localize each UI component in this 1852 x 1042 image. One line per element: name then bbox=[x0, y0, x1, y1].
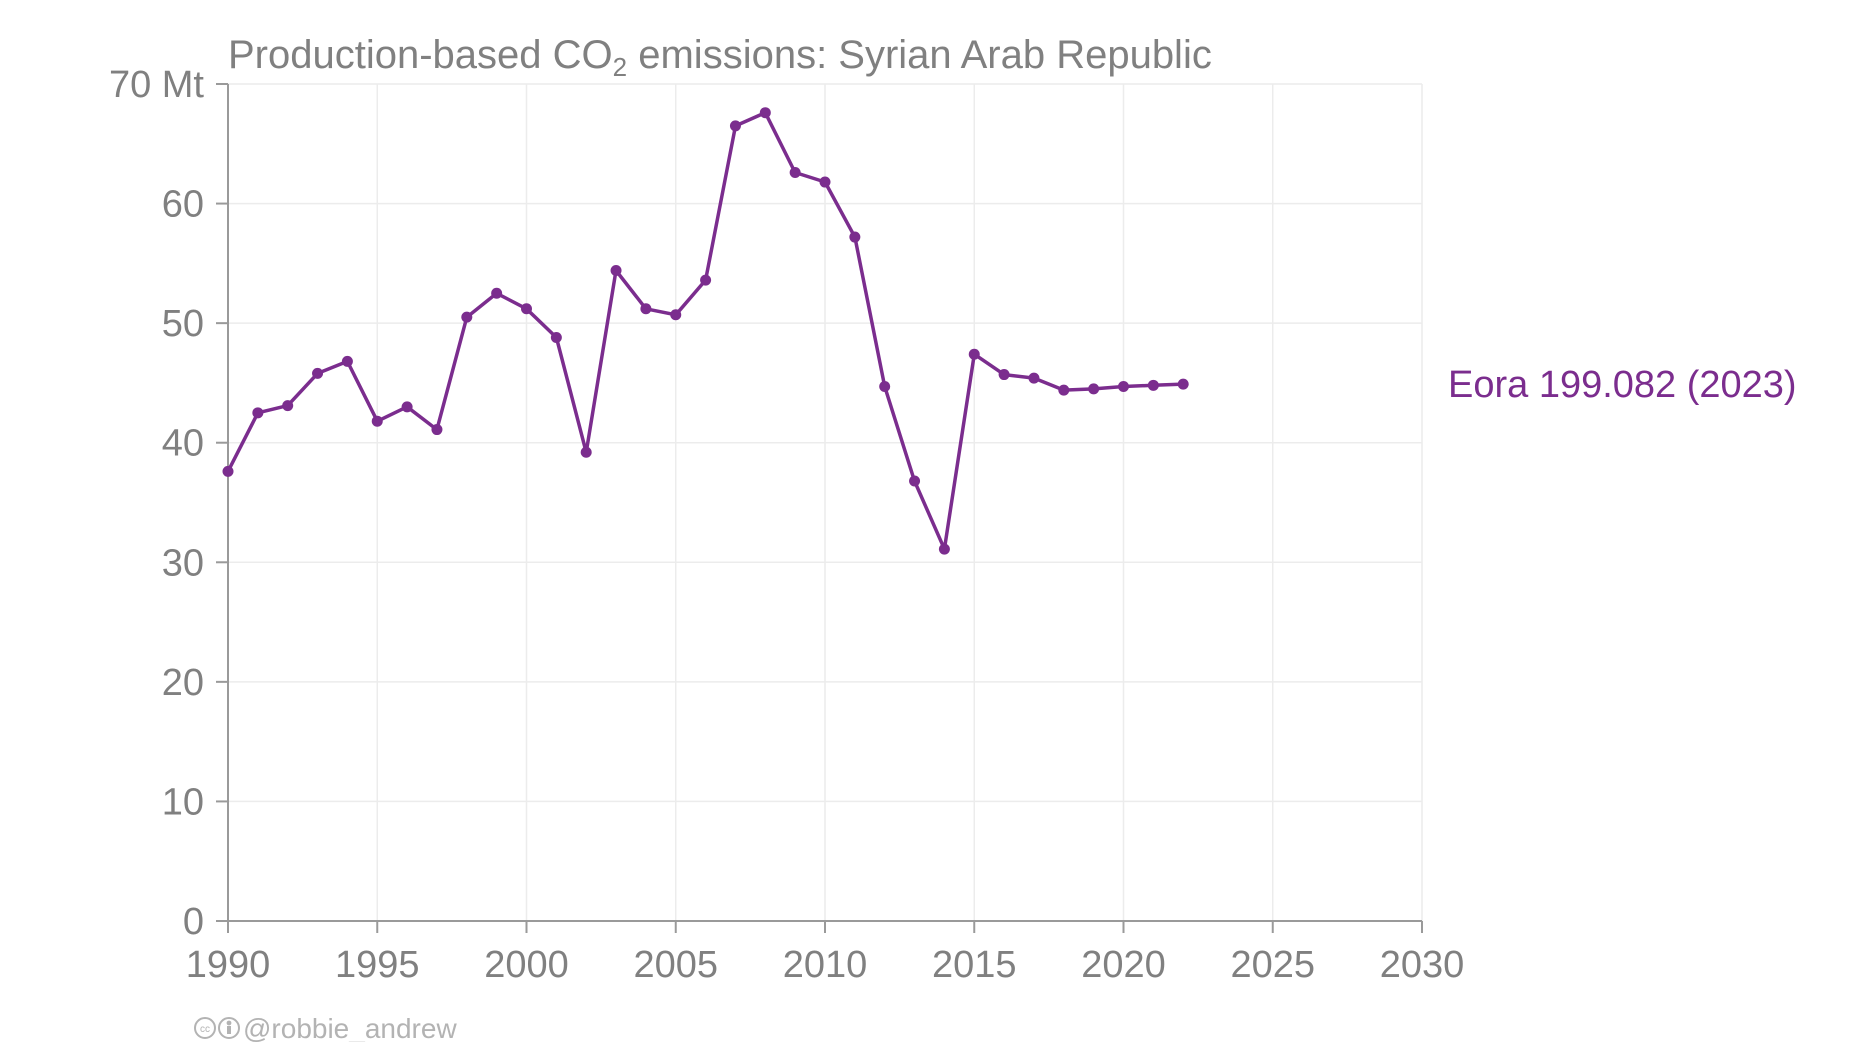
data-point bbox=[610, 265, 622, 277]
x-tick-label: 1990 bbox=[186, 944, 271, 986]
x-tick-labels: 1990 1995 2000 2005 2010 2015 2020 2025 2030 bbox=[186, 944, 1465, 986]
data-point bbox=[491, 287, 503, 299]
data-point bbox=[401, 401, 413, 413]
data-point bbox=[1028, 372, 1040, 384]
data-point bbox=[759, 107, 771, 119]
by-icon bbox=[218, 1017, 240, 1039]
y-tick-label: 70 Mt bbox=[109, 64, 204, 106]
credit: cc @robbie_andrew bbox=[194, 1013, 457, 1042]
series-layer: Eora 199.082 (2023) bbox=[222, 107, 1797, 555]
chart-title: Production-based CO2 emissions: Syrian A… bbox=[228, 33, 1212, 82]
y-tick-label: 60 bbox=[162, 184, 204, 226]
cc-icon bbox=[194, 1017, 216, 1039]
data-point bbox=[968, 348, 980, 360]
x-tick-label: 2000 bbox=[484, 944, 569, 986]
data-point bbox=[252, 407, 264, 419]
data-point bbox=[1058, 384, 1070, 396]
data-point bbox=[1177, 378, 1189, 390]
data-point bbox=[670, 309, 682, 321]
data-point bbox=[550, 331, 562, 343]
data-point bbox=[461, 311, 473, 323]
credit-handle: @robbie_andrew bbox=[243, 1013, 457, 1042]
axes bbox=[216, 83, 1423, 933]
data-point bbox=[640, 303, 652, 315]
data-point bbox=[998, 369, 1010, 381]
grid-lines bbox=[228, 83, 1423, 921]
data-point bbox=[879, 381, 891, 393]
data-point bbox=[521, 303, 532, 315]
by-icon-body bbox=[227, 1026, 231, 1034]
data-point bbox=[222, 465, 234, 477]
x-tick-label: 2025 bbox=[1230, 944, 1315, 986]
data-point bbox=[909, 475, 921, 487]
data-point bbox=[1147, 379, 1159, 391]
x-tick-label: 2030 bbox=[1380, 944, 1465, 986]
chart-title-suffix: emissions: Syrian Arab Republic bbox=[627, 33, 1212, 77]
y-tick-label: 40 bbox=[162, 423, 204, 465]
data-point bbox=[849, 231, 861, 243]
chart-title-prefix: Production-based CO bbox=[228, 33, 613, 77]
series-label: Eora 199.082 (2023) bbox=[1448, 364, 1797, 406]
data-point bbox=[789, 166, 801, 178]
data-point bbox=[580, 446, 592, 458]
data-point bbox=[431, 424, 443, 436]
data-point bbox=[282, 400, 294, 412]
y-tick-label: 0 bbox=[183, 901, 204, 943]
y-tick-labels: 0 10 20 30 40 50 60 70 Mt bbox=[109, 64, 204, 943]
series-line bbox=[226, 110, 1184, 551]
data-point bbox=[371, 415, 383, 427]
by-icon-head bbox=[226, 1020, 232, 1026]
data-point bbox=[938, 543, 950, 555]
y-tick-label: 20 bbox=[162, 662, 204, 704]
cc-icon-glyph: cc bbox=[200, 1024, 210, 1035]
data-point bbox=[1088, 383, 1100, 395]
data-point bbox=[700, 274, 712, 286]
y-tick-label: 30 bbox=[162, 542, 204, 584]
y-tick-label: 10 bbox=[162, 781, 204, 823]
x-tick-label: 2020 bbox=[1081, 944, 1166, 986]
x-tick-label: 2015 bbox=[932, 944, 1017, 986]
data-point bbox=[819, 176, 831, 188]
x-tick-label: 1995 bbox=[335, 944, 420, 986]
y-tick-label: 50 bbox=[162, 303, 204, 345]
data-point bbox=[1118, 381, 1129, 393]
chart-title-subscript: 2 bbox=[613, 52, 627, 82]
data-point bbox=[312, 367, 324, 379]
x-tick-label: 2005 bbox=[633, 944, 718, 986]
data-point bbox=[729, 120, 741, 132]
x-tick-label: 2010 bbox=[783, 944, 868, 986]
data-point bbox=[341, 355, 353, 367]
